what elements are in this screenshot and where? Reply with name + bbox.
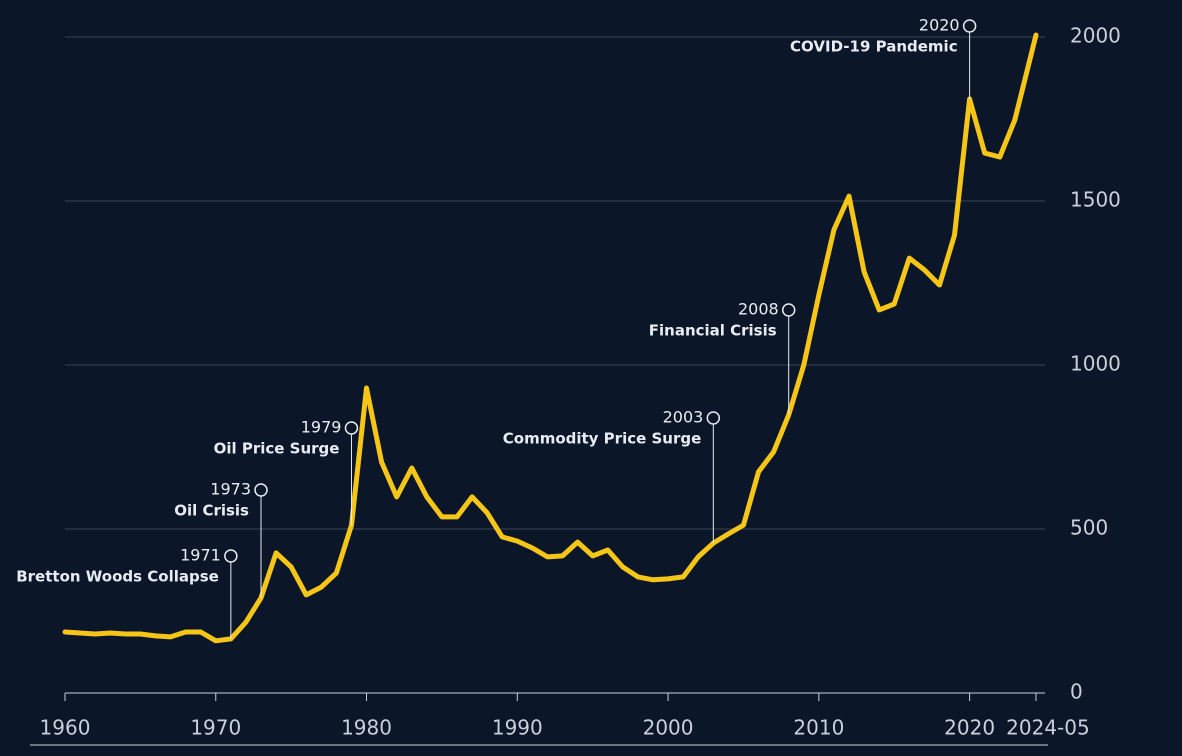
annotation-year: 2008: [738, 300, 779, 319]
x-tick-label: 2020: [944, 716, 995, 740]
x-tick-label: 1980: [341, 716, 392, 740]
annotation-label: COVID-19 Pandemic: [790, 38, 958, 56]
callout-marker: [962, 19, 977, 33]
callout-marker: [224, 549, 238, 563]
x-tick-label: 1990: [492, 716, 543, 740]
y-tick-label: 0: [1070, 680, 1083, 704]
annotation-year: 2003: [663, 408, 704, 427]
annotation-year: 1979: [301, 418, 342, 437]
annotation-label: Oil Crisis: [174, 502, 249, 520]
callout-marker: [344, 421, 359, 435]
annotation-label: Financial Crisis: [649, 322, 777, 340]
y-tick-label: 1500: [1070, 188, 1121, 212]
callout-marker: [254, 483, 268, 497]
y-tick-label: 1000: [1070, 352, 1121, 376]
annotation-label: Bretton Woods Collapse: [16, 568, 219, 586]
annotation-year: 2020: [919, 16, 960, 35]
x-tick-label: 2024-05: [1006, 716, 1090, 740]
callout-marker: [781, 303, 796, 317]
annotation-label: Oil Price Surge: [214, 440, 340, 458]
annotation-label: Commodity Price Surge: [503, 430, 702, 448]
x-tick-label: 2000: [643, 716, 694, 740]
callout-marker: [706, 411, 721, 425]
y-tick-label: 500: [1070, 516, 1108, 540]
x-tick-label: 2010: [793, 716, 844, 740]
x-tick-label: 1960: [40, 716, 91, 740]
annotation-year: 1973: [210, 480, 251, 499]
annotation-year: 1971: [180, 546, 221, 565]
x-tick-label: 1970: [190, 716, 241, 740]
y-tick-label: 2000: [1070, 24, 1121, 48]
line: [62, 32, 1039, 644]
